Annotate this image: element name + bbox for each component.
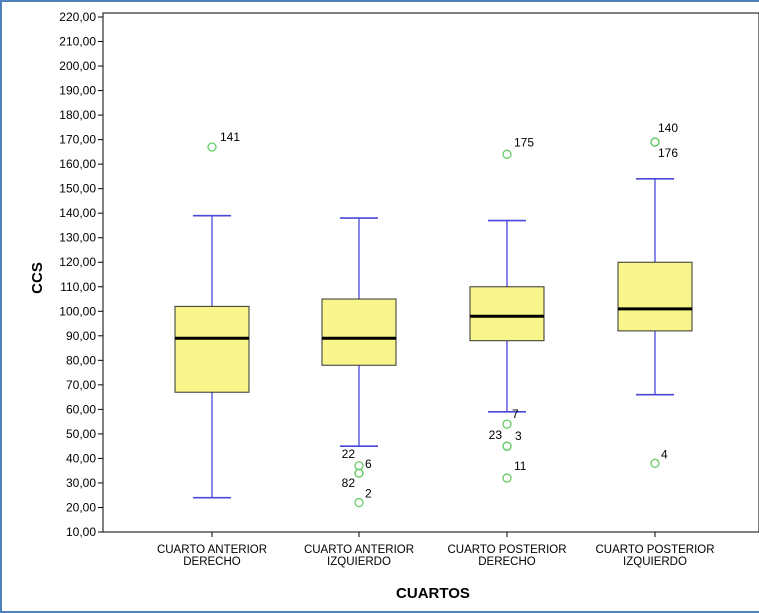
outlier-label: 140 — [658, 121, 678, 135]
outlier-label: 82 — [342, 476, 356, 490]
y-tick-label: 50,00 — [66, 427, 96, 441]
outlier-point — [650, 458, 660, 468]
outlier-point — [354, 497, 364, 508]
outlier-label: 23 — [489, 428, 503, 442]
y-tick-label: 90,00 — [66, 329, 96, 343]
y-tick-label: 80,00 — [66, 353, 96, 367]
outlier-label: 3 — [515, 429, 522, 443]
x-tick-label: CUARTO ANTERIOR — [304, 544, 414, 556]
box-group — [469, 219, 545, 413]
x-tick-label: DERECHO — [183, 556, 241, 568]
outlier-label: 4 — [661, 447, 668, 461]
y-tick-label: 20,00 — [66, 500, 96, 514]
box-group — [321, 217, 397, 447]
box-group — [174, 214, 250, 499]
x-tick-label: IZQUIERDO — [623, 556, 687, 568]
outlier-label: 7 — [512, 407, 519, 421]
outlier-point — [502, 473, 512, 483]
y-tick-label: 60,00 — [66, 402, 96, 416]
y-tick-label: 140,00 — [59, 206, 96, 220]
outlier-label: 176 — [658, 146, 678, 160]
y-tick-label: 200,00 — [59, 59, 96, 73]
iqr-box — [174, 305, 250, 393]
x-axis-title: CUARTOS — [396, 585, 470, 602]
outlier-point — [207, 142, 217, 152]
y-axis: 10,00 20,00 30,00 40,00 50,00 60,00 70,00 80,00… — [59, 10, 103, 539]
outlier-label: 11 — [514, 459, 527, 473]
y-tick-label: 120,00 — [59, 255, 96, 269]
y-tick-label: 150,00 — [59, 182, 96, 196]
outlier-series: 141 22 6 82 2 175 7 23 3 11 140 176 4 — [207, 121, 678, 508]
y-tick-label: 110,00 — [60, 280, 96, 294]
y-tick-label: 180,00 — [59, 108, 96, 122]
outlier-point — [502, 419, 512, 429]
y-axis-title: CCS — [29, 262, 46, 294]
x-tick-label: CUARTO POSTERIOR — [595, 544, 714, 556]
outlier-label: 2 — [365, 487, 372, 501]
outlier-label: 175 — [514, 135, 534, 149]
y-tick-label: 170,00 — [59, 133, 96, 147]
outlier-point — [502, 441, 512, 451]
y-tick-label: 190,00 — [59, 84, 96, 98]
iqr-box — [617, 261, 693, 332]
x-tick-label: DERECHO — [478, 556, 536, 568]
box-group — [617, 178, 693, 396]
box-series — [174, 178, 693, 499]
iqr-box — [469, 286, 545, 342]
outlier-label: 22 — [342, 447, 356, 461]
y-tick-label: 160,00 — [59, 157, 96, 171]
iqr-box — [321, 298, 397, 366]
outlier-label: 141 — [220, 130, 240, 144]
y-tick-label: 10,00 — [66, 525, 96, 539]
y-tick-label: 210,00 — [59, 35, 96, 49]
y-tick-label: 30,00 — [66, 476, 96, 490]
x-tick-label: IZQUIERDO — [327, 556, 391, 568]
x-tick-label: CUARTO POSTERIOR — [447, 544, 566, 556]
x-tick-label: CUARTO ANTERIOR — [157, 544, 267, 556]
y-tick-label: 70,00 — [66, 378, 96, 392]
y-tick-label: 130,00 — [59, 231, 96, 245]
y-tick-label: 100,00 — [59, 304, 96, 318]
y-tick-label: 40,00 — [66, 451, 96, 465]
outlier-point — [502, 149, 512, 159]
outlier-point — [650, 137, 660, 147]
outlier-point — [354, 468, 364, 478]
outlier-label: 6 — [365, 457, 372, 471]
y-tick-label: 220,00 — [59, 10, 96, 24]
